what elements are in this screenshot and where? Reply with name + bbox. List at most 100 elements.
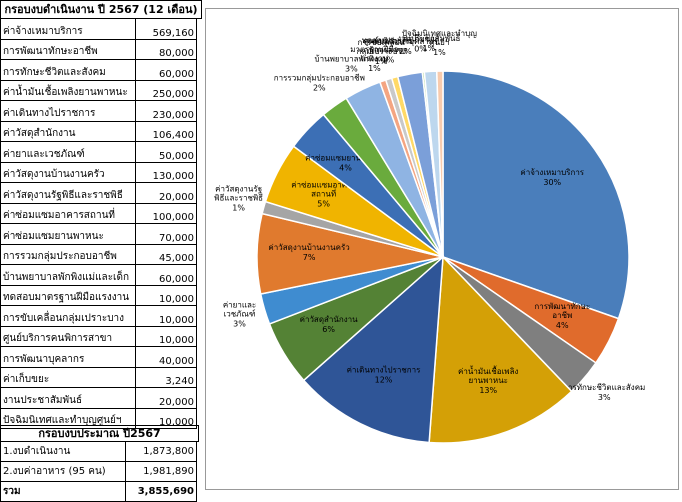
total-value: 3,855,690	[125, 481, 197, 502]
item-label: การพัฒนาบุคลากร	[0, 346, 136, 368]
item-label: การขับเคลื่อนกลุ่มเปราะบาง	[0, 305, 136, 327]
item-value: 10,000	[135, 325, 197, 347]
table-row: การพัฒนาทักษะอาชีพ 80,000	[0, 38, 197, 60]
svg-text:การรวมกลุ่มประกอบอาชีพ2%: การรวมกลุ่มประกอบอาชีพ 2%	[274, 73, 365, 92]
pie-slice-label: ค่าน้ำมันเชื้อเพลิงยานพาหนะ 13%	[458, 365, 518, 395]
pie-slice-label: บ้านพยาบาลพักพิงแม่ 3%	[315, 54, 389, 73]
table-row: 1.งบดำเนินงาน 1,873,800	[0, 441, 197, 462]
table-row: การรวมกลุ่มประกอบอาชีพ 45,000	[0, 243, 197, 265]
table-row: ค่าซ่อมแซมอาคารสถานที่ 100,000	[0, 202, 197, 224]
svg-text:ค่าวัสดุงานรัฐพิธีและราชพิธี1%: ค่าวัสดุงานรัฐพิธีและราชพิธี 1%	[214, 185, 263, 213]
total-row: รวม 3,855,690	[0, 481, 197, 502]
item-value: 45,000	[135, 243, 197, 265]
item-label: ค่าวัสดุงานบ้านงานครัว	[0, 161, 136, 183]
pie-slice-label: ค่าวัสดุสำนักงาน 6%	[300, 315, 359, 334]
table-row: ค่าเดินทางไปราชการ 230,000	[0, 100, 197, 122]
pie-slice-label: ค่ายาและเวชภัณฑ์ 3%	[223, 300, 256, 328]
table-row: ค่าวัสดุสำนักงาน 106,400	[0, 120, 197, 142]
item-value: 100,000	[135, 202, 197, 224]
item-value: 106,400	[135, 120, 197, 142]
svg-text:การพัฒนาทักษะอาชีพ4%: การพัฒนาทักษะอาชีพ 4%	[534, 302, 590, 330]
item-value: 20,000	[135, 182, 197, 204]
item-value: 10,000	[135, 284, 197, 306]
svg-text:ค่ายาและเวชภัณฑ์3%: ค่ายาและเวชภัณฑ์ 3%	[223, 300, 256, 328]
item-label: งานประชาสัมพันธ์	[0, 387, 136, 409]
table-row: บ้านพยาบาลพักพิงแม่และเด็ก 60,000	[0, 264, 197, 286]
pie-slice-label: ศูนย์บริการคนพิการสาขา 1%	[363, 35, 413, 64]
pie-slice	[428, 255, 573, 444]
table-row: ศูนย์บริการคนพิการสาขา 10,000	[0, 325, 197, 347]
item-label: ค่าน้ำมันเชื้อเพลิงยานพาหนะ	[0, 79, 136, 101]
table-row: ค่าน้ำมันเชื้อเพลิงยานพาหนะ 250,000	[0, 79, 197, 101]
budget-summary-header: กรอบงบประมาณ ปี2567	[0, 425, 199, 442]
table-row: ค่าเก็บขยะ 3,240	[0, 366, 197, 388]
pie-slice-label: การพัฒนาทักษะอาชีพ 4%	[534, 302, 590, 330]
pie-slice-label: ค่าวัสดุงานบ้านงานครัว 7%	[268, 243, 349, 262]
table-row: ปัจฉิมนิเทศและทำบุญศูนย์ฯ 10,000	[0, 407, 197, 429]
item-label: ศูนย์บริการคนพิการสาขา	[0, 325, 136, 347]
table-row: การพัฒนาบุคลากร 40,000	[0, 346, 197, 368]
svg-text:ปัจฉิมนิเทศและทำบุญศูนย์ฯ1%: ปัจฉิมนิเทศและทำบุญศูนย์ฯ 1%	[402, 29, 477, 57]
item-label: ค่าซ่อมแซมยานพาหนะ	[0, 223, 136, 245]
item-label: ค่าวัสดุงานรัฐพิธีและราชพิธี	[0, 182, 136, 204]
pie-chart-area: ค่าจ้างเหมาบริการ 30% การพัฒนาทักษะอาชีพ 4%…	[205, 8, 679, 490]
pie-slice-label: ค่าเก็บขยะ 0%	[402, 34, 439, 54]
svg-text:ค่าวัสดุงานบ้านงานครัว7%: ค่าวัสดุงานบ้านงานครัว 7%	[268, 243, 349, 262]
table-row: ค่าวัสดุงานบ้านงานครัว 130,000	[0, 161, 197, 183]
item-value: 20,000	[135, 387, 197, 409]
item-label: การรวมกลุ่มประกอบอาชีพ	[0, 243, 136, 265]
total-label: รวม	[0, 481, 126, 502]
pie-slice-label: การรวมกลุ่มประกอบอาชีพ 2%	[274, 73, 365, 92]
pie-slice-label: ค่าซ่อมแซมอาคารสถานที่ 5%	[291, 180, 356, 208]
item-label: บ้านพยาบาลพักพิงแม่และเด็ก	[0, 264, 136, 286]
table-row: งานประชาสัมพันธ์ 20,000	[0, 387, 197, 409]
item-value: 70,000	[135, 223, 197, 245]
item-value: 50,000	[135, 141, 197, 163]
item-value: 10,000	[135, 305, 197, 327]
table-row: ค่าจ้างเหมาบริการ 569,160	[0, 18, 197, 40]
item-value: 80,000	[135, 38, 197, 60]
item-label: ค่าซ่อมแซมอาคารสถานที่	[0, 202, 136, 224]
svg-text:ค่าซ่อมแซมอาคารสถานที่5%: ค่าซ่อมแซมอาคารสถานที่ 5%	[291, 180, 356, 208]
table-row: 2.งบค่าอาหาร (95 คน) 1,981,890	[0, 461, 197, 482]
item-value: 130,000	[135, 161, 197, 183]
pie-slice-label: ค่าจ้างเหมาบริการ 30%	[520, 168, 584, 187]
budget-items-table: ค่าจ้างเหมาบริการ 569,160 การพัฒนาทักษะอาช…	[0, 18, 197, 429]
item-label: ค่าจ้างเหมาบริการ	[0, 18, 136, 40]
pie-slice	[442, 70, 630, 320]
item-label: ทดสอบมาตรฐานฝีมือแรงงาน	[0, 284, 136, 306]
item-label: ค่ายาและเวชภัณฑ์	[0, 141, 136, 163]
pie-slice-label: การขับเคลื่อนกลุ่มเปราะบาง 1%	[356, 36, 405, 66]
pie-slice-label: ปัจฉิมนิเทศและทำบุญศูนย์ฯ 1%	[402, 29, 477, 57]
item-value: 230,000	[135, 100, 197, 122]
svg-text:งานประชาสัมพันธ์1%: งานประชาสัมพันธ์ 1%	[397, 33, 460, 53]
item-label: ค่าเก็บขยะ	[0, 366, 136, 388]
pie-slice-label: ทดสอบมาตรฐานฝีมือแรงงาน 1%	[350, 36, 399, 73]
item-value: 569,160	[135, 18, 197, 40]
item-label: ค่าเดินทางไปราชการ	[0, 100, 136, 122]
row-value: 1,873,800	[125, 441, 197, 462]
budget-header: กรอบงบดำเนินงาน ปี 2567 (12 เดือน)	[0, 0, 202, 19]
pie-slice-label: ค่าซ่อมแซมยานพาหนะ 4%	[305, 154, 386, 173]
item-label: การทักษะชีวิตและสังคม	[0, 59, 136, 81]
item-value: 3,240	[135, 366, 197, 388]
table-row: ค่าวัสดุงานรัฐพิธีและราชพิธี 20,000	[0, 182, 197, 204]
pie-slice-label: งานประชาสัมพันธ์ 1%	[397, 33, 460, 53]
table-row: ค่าซ่อมแซมยานพาหนะ 70,000	[0, 223, 197, 245]
item-value: 250,000	[135, 79, 197, 101]
item-value: 60,000	[135, 59, 197, 81]
budget-summary-table: 1.งบดำเนินงาน 1,873,800 2.งบค่าอาหาร (95…	[0, 441, 197, 502]
row-value: 1,981,890	[125, 461, 197, 482]
pie-slice-label: ค่าเดินทางไปราชการ 12%	[347, 365, 422, 384]
